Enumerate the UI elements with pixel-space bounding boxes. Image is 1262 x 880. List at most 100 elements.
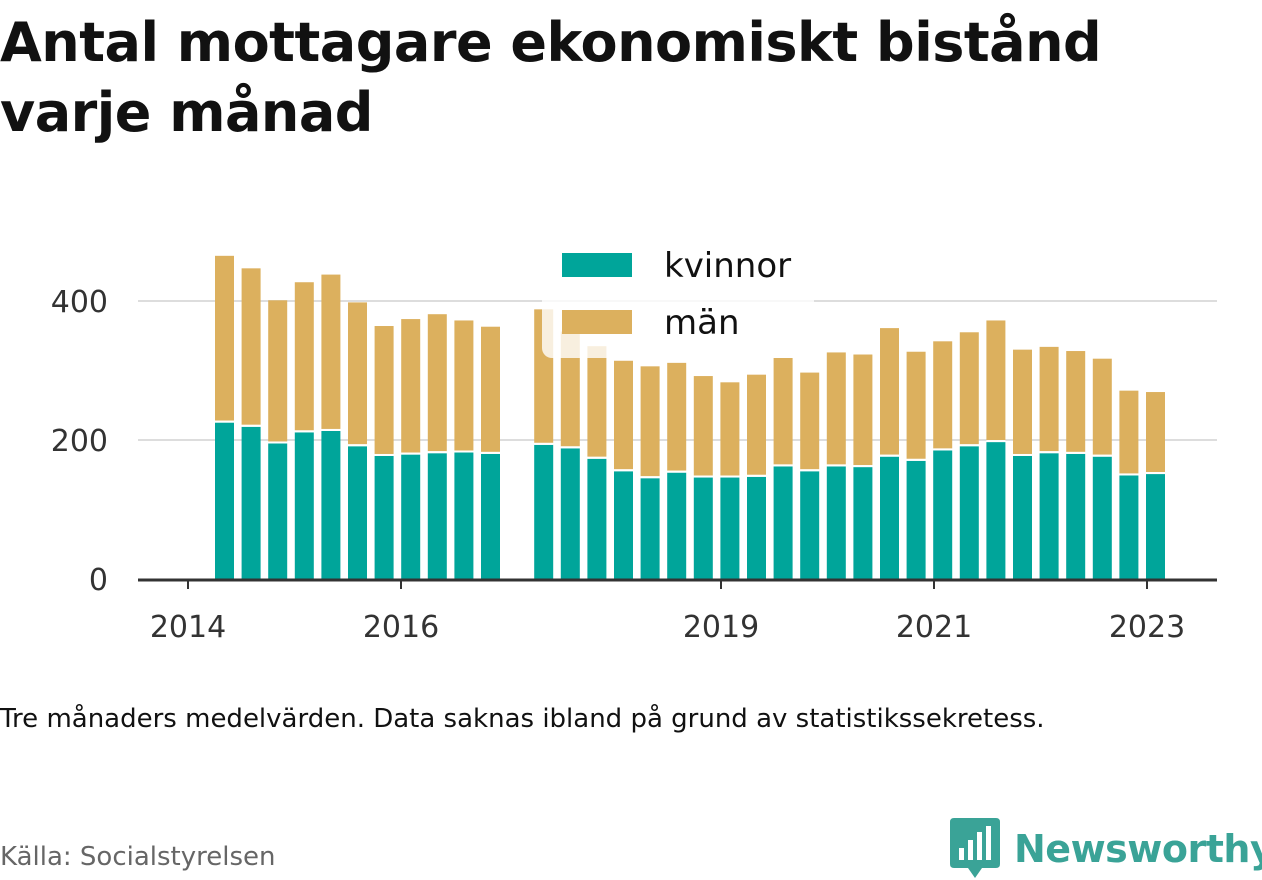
bar-segment-divider	[1039, 451, 1059, 454]
bar-man	[1039, 346, 1059, 452]
bar-segment-divider	[321, 428, 341, 431]
bar-man	[268, 300, 288, 442]
bar-man	[587, 346, 607, 457]
bar-man	[1013, 349, 1032, 454]
bar-segment-divider	[481, 451, 500, 454]
x-tick-label: 2019	[683, 610, 759, 645]
bars	[215, 255, 1165, 579]
source-label: Källa: Socialstyrelsen	[0, 842, 276, 872]
bar-man	[481, 326, 500, 452]
bar-kvinnor	[906, 460, 926, 579]
bar-man	[1119, 390, 1139, 474]
bar-kvinnor	[693, 477, 713, 579]
bar-kvinnor	[933, 450, 953, 579]
bar-kvinnor	[454, 452, 474, 579]
bar-kvinnor	[826, 466, 846, 579]
bar-man	[294, 282, 314, 431]
bar-man	[880, 328, 899, 455]
bar-man	[826, 352, 846, 465]
chart-note: Tre månaders medelvärden. Data saknas ib…	[0, 704, 1045, 734]
x-tick-label: 2014	[150, 610, 226, 645]
y-tick-label: 0	[89, 563, 108, 598]
bar-kvinnor	[640, 478, 660, 579]
bar-segment-divider	[241, 424, 261, 427]
bar-segment-divider	[587, 456, 607, 459]
brand-logo[interactable]: Newsworthy	[950, 818, 1262, 880]
bar-segment-divider	[693, 475, 713, 478]
bar-segment-divider	[800, 469, 820, 472]
legend: kvinnor män	[542, 240, 814, 358]
bar-segment-divider	[1092, 454, 1112, 457]
bar-man	[348, 302, 367, 445]
bar-kvinnor	[427, 453, 447, 579]
bar-man	[800, 372, 820, 470]
bar-kvinnor	[1119, 475, 1139, 579]
bar-man	[853, 354, 873, 466]
bar-man	[401, 319, 421, 453]
bar-kvinnor	[1092, 456, 1112, 579]
bar-segment-divider	[294, 430, 314, 433]
bar-segment-divider	[454, 450, 474, 453]
bar-segment-divider	[1146, 472, 1165, 475]
bar-kvinnor	[667, 472, 687, 579]
bar-kvinnor	[401, 454, 421, 579]
bar-segment-divider	[374, 453, 394, 456]
bar-kvinnor	[959, 446, 979, 579]
bar-man	[321, 274, 341, 429]
y-tick-label: 200	[51, 424, 108, 459]
bar-segment-divider	[667, 470, 687, 473]
bar-kvinnor	[294, 432, 314, 579]
bar-kvinnor	[986, 442, 1006, 579]
bar-man	[640, 366, 660, 477]
bar-kvinnor	[773, 466, 793, 579]
brand-name: Newsworthy	[1014, 827, 1262, 871]
bar-segment-divider	[959, 444, 979, 447]
stacked-bar-chart: 0 200 400 2014 2016 2019 2021 2023 kvinnor män	[50, 240, 1217, 645]
bar-kvinnor	[1146, 474, 1165, 579]
bar-man	[667, 362, 687, 471]
bar-kvinnor	[241, 426, 261, 579]
bar-kvinnor	[215, 422, 234, 579]
bar-man	[986, 320, 1006, 441]
bar-kvinnor	[481, 453, 500, 579]
bar-segment-divider	[880, 454, 899, 457]
bar-kvinnor	[560, 448, 580, 579]
bar-kvinnor	[268, 443, 288, 579]
bar-segment-divider	[933, 448, 953, 451]
bar-man	[215, 255, 234, 421]
bar-segment-divider	[268, 441, 288, 444]
bar-kvinnor	[321, 430, 341, 579]
bar-man	[959, 332, 979, 445]
newsworthy-chart-bubble-icon	[950, 818, 1000, 878]
bar-man	[427, 314, 447, 452]
bar-man	[1092, 358, 1112, 455]
x-tick-label: 2023	[1109, 610, 1185, 645]
bar-kvinnor	[374, 455, 394, 579]
bar-segment-divider	[773, 464, 793, 467]
bar-segment-divider	[747, 474, 766, 477]
bar-segment-divider	[1013, 453, 1032, 456]
bar-segment-divider	[853, 465, 873, 468]
bar-segment-divider	[401, 452, 421, 455]
bar-segment-divider	[614, 469, 633, 472]
bar-kvinnor	[720, 477, 740, 579]
bar-man	[614, 360, 633, 470]
bar-kvinnor	[880, 456, 899, 579]
x-tick-label: 2016	[363, 610, 439, 645]
bar-segment-divider	[560, 446, 580, 449]
bar-man	[374, 326, 394, 454]
axes: 0 200 400 2014 2016 2019 2021 2023	[51, 285, 1217, 645]
bar-man	[560, 331, 580, 447]
legend-swatch	[562, 310, 632, 334]
bar-kvinnor	[1039, 453, 1059, 579]
bar-segment-divider	[534, 442, 554, 445]
bar-segment-divider	[348, 444, 367, 447]
bar-segment-divider	[1066, 451, 1086, 454]
x-tick-label: 2021	[896, 610, 972, 645]
bar-segment-divider	[640, 476, 660, 479]
bar-man	[1146, 392, 1165, 473]
bar-segment-divider	[826, 464, 846, 467]
bar-segment-divider	[215, 420, 234, 423]
bar-kvinnor	[534, 444, 554, 579]
bar-kvinnor	[587, 458, 607, 579]
